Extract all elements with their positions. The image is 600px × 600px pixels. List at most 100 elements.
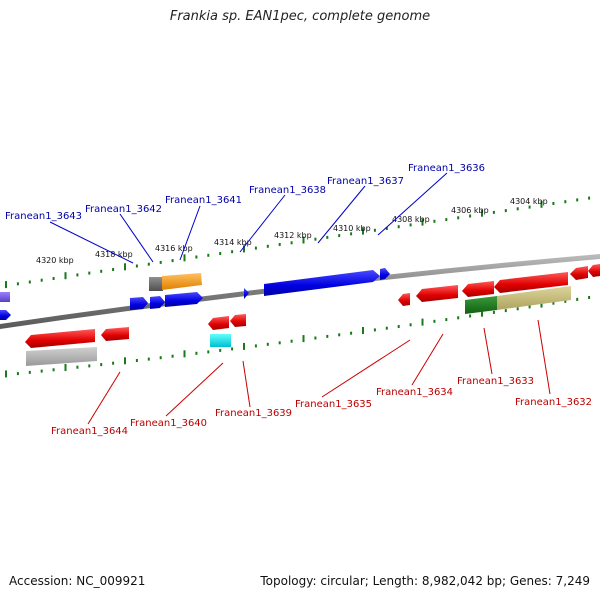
major-tick xyxy=(124,357,126,365)
gene-feature[interactable] xyxy=(230,314,246,327)
gene-label[interactable]: Franean1_3636 xyxy=(408,163,485,174)
gene-feature[interactable] xyxy=(25,329,95,348)
major-tick xyxy=(64,272,67,280)
major-tick xyxy=(481,209,483,217)
major-tick xyxy=(481,309,483,317)
bottom-gene-labels: Franean1_3644 Franean1_3640 Franean1_363… xyxy=(51,376,592,437)
major-tick xyxy=(5,281,7,289)
gene-feature[interactable] xyxy=(380,268,390,280)
bottom-scale-ticks xyxy=(5,296,591,378)
gene-label[interactable]: Franean1_3642 xyxy=(85,204,162,215)
gene-label[interactable]: Franean1_3637 xyxy=(327,176,404,187)
gene-label[interactable]: Franean1_3635 xyxy=(295,399,372,410)
minor-tick xyxy=(266,244,269,248)
minor-tick xyxy=(52,368,55,372)
minor-tick xyxy=(28,370,31,374)
minor-tick xyxy=(469,314,472,318)
gene-feature[interactable] xyxy=(208,316,229,330)
gene-feature[interactable] xyxy=(210,334,231,347)
major-tick xyxy=(5,370,7,378)
scale-label: 4314 kbp xyxy=(214,238,252,247)
minor-tick xyxy=(397,225,400,229)
minor-tick xyxy=(112,268,115,271)
gene-label[interactable]: Franean1_3639 xyxy=(215,408,292,419)
gene-feature[interactable] xyxy=(462,281,494,297)
minor-tick xyxy=(207,350,210,354)
gene-feature[interactable] xyxy=(570,266,588,280)
minor-tick xyxy=(254,344,257,348)
gene-feature[interactable] xyxy=(497,286,571,310)
gene-feature[interactable] xyxy=(264,270,380,296)
minor-tick xyxy=(147,262,150,266)
minor-tick xyxy=(207,253,210,257)
minor-tick xyxy=(373,228,376,232)
scale-label: 4316 kbp xyxy=(155,244,193,253)
gene-feature[interactable] xyxy=(101,327,129,341)
minor-tick xyxy=(457,316,460,320)
genome-stats-text: Topology: circular; Length: 8,982,042 bp… xyxy=(260,574,590,588)
minor-tick xyxy=(231,347,234,351)
gene-feature[interactable] xyxy=(494,272,568,293)
gene-feature[interactable] xyxy=(165,292,203,307)
gene-feature[interactable] xyxy=(588,264,600,277)
minor-tick xyxy=(385,227,388,230)
major-tick xyxy=(302,236,305,244)
gene-feature[interactable] xyxy=(465,296,497,314)
genome-title: Frankia sp. EAN1pec, complete genome xyxy=(169,9,431,24)
minor-tick xyxy=(492,310,495,314)
gene-label[interactable]: Franean1_3643 xyxy=(5,211,82,222)
minor-tick xyxy=(278,341,281,345)
minor-tick xyxy=(350,232,353,236)
reverse-genes xyxy=(25,264,600,366)
gene-feature[interactable] xyxy=(0,292,10,302)
scale-label: 4312 kbp xyxy=(274,231,312,240)
minor-tick xyxy=(231,250,234,254)
gene-label[interactable]: Franean1_3640 xyxy=(130,418,207,429)
minor-tick xyxy=(171,354,174,358)
minor-tick xyxy=(40,278,43,282)
top-scale-ticks xyxy=(5,196,591,289)
scale-label: 4320 kbp xyxy=(36,256,74,265)
gene-feature[interactable] xyxy=(416,285,458,302)
minor-tick xyxy=(100,269,103,273)
major-tick xyxy=(362,227,364,235)
scale-label: 4306 kbp xyxy=(451,206,489,215)
major-tick xyxy=(64,364,67,371)
minor-tick xyxy=(397,325,400,328)
gene-feature[interactable] xyxy=(398,293,410,306)
minor-tick xyxy=(326,235,329,239)
gene-feature[interactable] xyxy=(150,296,165,309)
minor-tick xyxy=(314,237,317,241)
gene-label[interactable]: Franean1_3633 xyxy=(457,376,534,387)
gene-label[interactable]: Franean1_3638 xyxy=(249,185,326,196)
major-tick xyxy=(124,263,126,271)
minor-tick xyxy=(338,333,341,337)
minor-tick xyxy=(290,339,293,343)
major-tick xyxy=(243,245,245,253)
gene-label[interactable]: Franean1_3644 xyxy=(51,426,128,437)
gene-label[interactable]: Franean1_3632 xyxy=(515,397,592,408)
major-tick xyxy=(183,254,186,262)
gene-label[interactable]: Franean1_3641 xyxy=(165,195,242,206)
top-gene-labels: Franean1_3643 Franean1_3642 Franean1_364… xyxy=(5,163,485,222)
gene-feature[interactable] xyxy=(0,310,11,320)
gene-feature[interactable] xyxy=(162,273,202,290)
gene-label[interactable]: Franean1_3634 xyxy=(376,387,453,398)
scale-labels: 4320 kbp 4318 kbp 4316 kbp 4314 kbp 4312… xyxy=(36,197,548,265)
minor-tick xyxy=(385,326,388,330)
minor-tick xyxy=(588,196,591,200)
gene-feature[interactable] xyxy=(244,288,249,299)
minor-tick xyxy=(159,356,162,360)
major-tick xyxy=(421,318,424,326)
minor-tick xyxy=(76,365,79,369)
gene-feature[interactable] xyxy=(26,347,97,366)
minor-tick xyxy=(219,348,222,352)
minor-tick xyxy=(457,216,460,220)
minor-tick xyxy=(504,209,507,213)
minor-tick xyxy=(266,342,269,346)
minor-tick xyxy=(504,309,507,313)
gene-feature[interactable] xyxy=(149,277,163,291)
gene-feature[interactable] xyxy=(130,297,148,310)
minor-tick xyxy=(564,299,567,303)
genome-backbone xyxy=(0,254,600,329)
